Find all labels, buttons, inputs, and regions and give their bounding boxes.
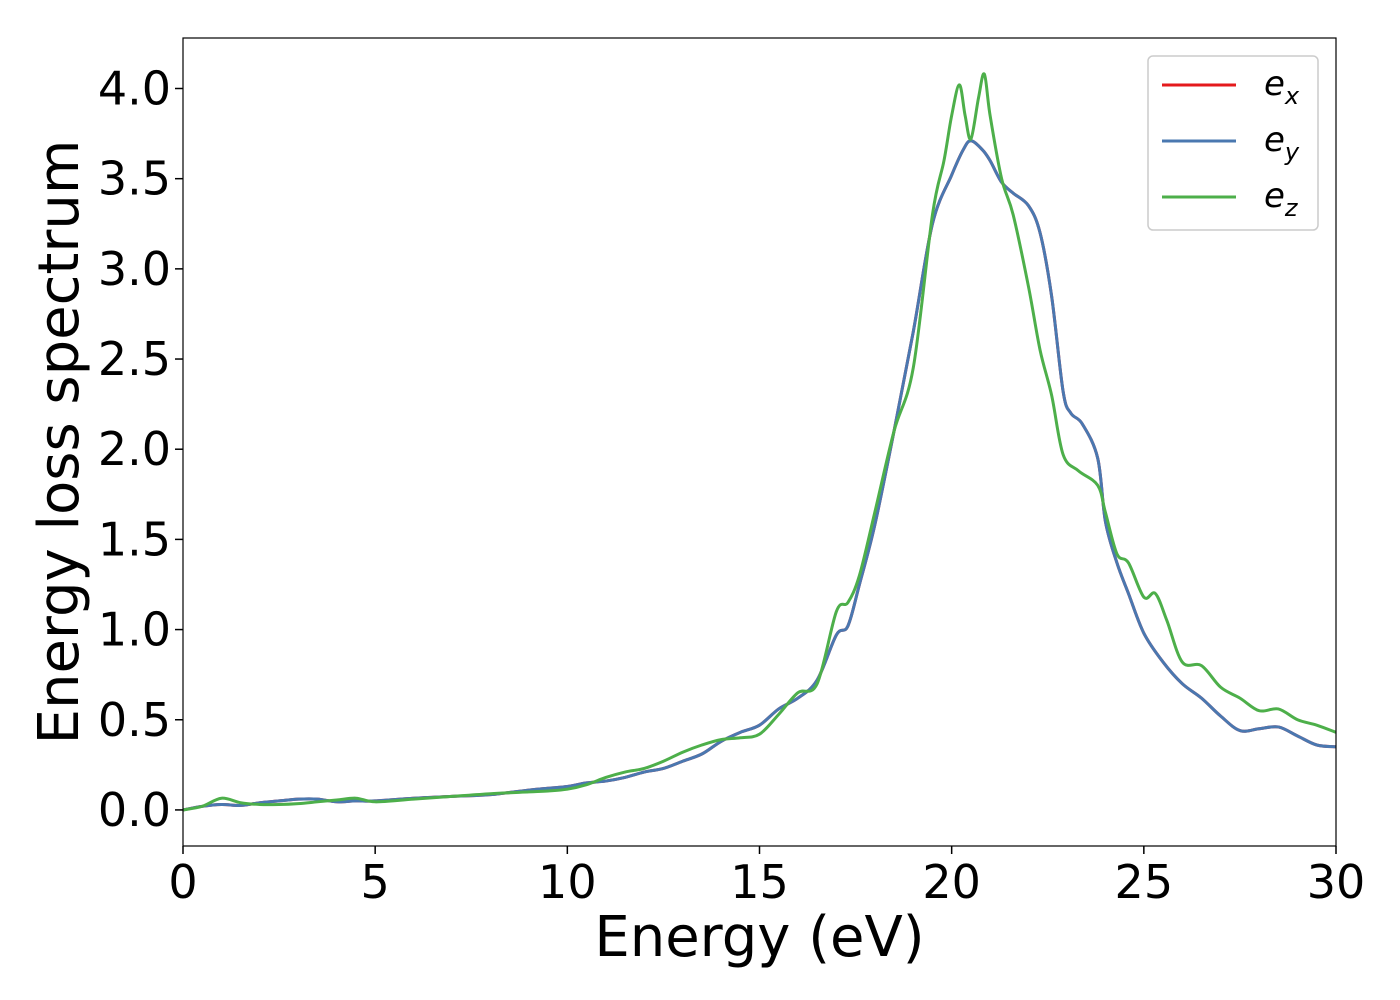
y-axis-label: Energy loss spectrum: [27, 140, 92, 745]
y-tick-label: 2.5: [98, 332, 171, 386]
y-tick-label: 1.0: [98, 603, 171, 657]
y-tick-label: 4.0: [98, 62, 171, 116]
series-layer: [183, 72, 1336, 812]
x-tick-label: 10: [538, 855, 597, 909]
legend-label: ex: [1264, 64, 1300, 110]
y-tick-label: 1.5: [98, 512, 171, 566]
x-tick-label: 5: [361, 855, 390, 909]
y-tick-label: 3.5: [98, 152, 171, 206]
x-axis: 0 5 10 15 20 25 30: [168, 846, 1365, 909]
legend-label: ey: [1264, 120, 1300, 166]
legend-label: ez: [1264, 176, 1299, 222]
legend: ex ey ez: [1147, 55, 1319, 231]
series-line-x: [183, 139, 1336, 812]
x-tick-label: 20: [922, 855, 981, 909]
y-tick-label: 0.0: [98, 783, 171, 837]
series-line-y: [183, 139, 1336, 812]
y-tick-label: 2.0: [98, 422, 171, 476]
series-line-z: [183, 72, 1336, 812]
legend-item-y: ey: [1162, 120, 1300, 166]
x-tick-label: 0: [168, 855, 197, 909]
y-tick-label: 3.0: [98, 242, 171, 296]
legend-item-z: ez: [1162, 176, 1299, 222]
x-axis-label: Energy (eV): [594, 905, 924, 970]
y-axis: 0.0 0.5 1.0 1.5 2.0 2.5 3.0 3.5 4.0: [98, 62, 183, 837]
x-tick-label: 15: [730, 855, 789, 909]
legend-box: [1147, 55, 1319, 231]
legend-item-x: ex: [1162, 64, 1300, 110]
x-tick-label: 25: [1115, 855, 1174, 909]
x-tick-label: 30: [1307, 855, 1366, 909]
y-tick-label: 0.5: [98, 693, 171, 747]
